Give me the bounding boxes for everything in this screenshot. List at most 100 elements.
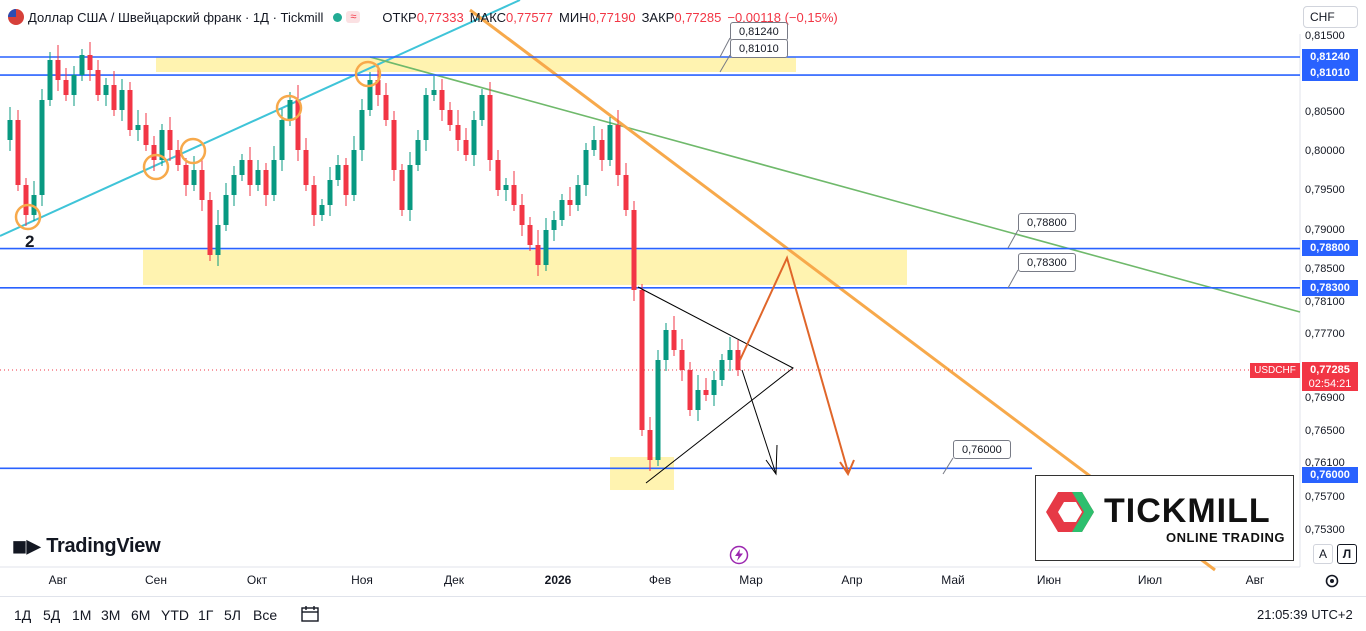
orange-projection [739, 255, 849, 473]
candle-body [295, 100, 301, 150]
price-label: 0,77700 [1305, 328, 1345, 340]
tradingview-wordmark: TradingView [46, 535, 161, 557]
candle-body [439, 90, 445, 110]
candle-body [599, 140, 605, 160]
candle-body [255, 170, 261, 185]
price-label: 0,75700 [1305, 491, 1345, 503]
candle-body [647, 430, 653, 460]
candle-body [287, 100, 293, 120]
candle-body [303, 150, 309, 185]
price-label: 0,75300 [1305, 524, 1345, 536]
time-label: Авг [1245, 573, 1265, 587]
high-label: МАКС [469, 9, 507, 25]
candle-body [47, 60, 53, 100]
candle-body [487, 95, 493, 160]
price-label: 0,80500 [1305, 106, 1345, 118]
candle-body [335, 165, 341, 180]
candle-body [567, 200, 573, 205]
timeframe-5d[interactable]: 5Д [43, 607, 61, 623]
price-label: 0,79000 [1305, 224, 1345, 236]
symbol-legend: Доллар США / Швейцарский франк · 1Д · Ti… [0, 0, 1300, 34]
candle-body [7, 120, 13, 140]
candle-body [143, 125, 149, 145]
candle-body [703, 390, 709, 395]
market-status-badge: ≈ [346, 11, 361, 23]
candle-body [679, 350, 685, 370]
candle-body [263, 170, 269, 195]
price-label: 0,79500 [1305, 184, 1345, 196]
candle-body [671, 330, 677, 350]
date-range-icon[interactable] [300, 605, 320, 623]
level-callout[interactable]: 0,78300 [1018, 253, 1076, 272]
candle-body [375, 80, 381, 95]
callout-connectors [719, 37, 1019, 475]
demand-zone [610, 457, 674, 490]
symbol-tag: USDCHF [1250, 363, 1300, 378]
price-label: 0,78100 [1305, 296, 1345, 308]
candle-body [655, 360, 661, 460]
candle-body [631, 210, 637, 290]
timeframe-ytd[interactable]: YTD [161, 607, 189, 623]
symbol-title[interactable]: Доллар США / Швейцарский франк · 1Д · Ti… [28, 9, 324, 25]
event-lightning-icon[interactable] [729, 545, 749, 565]
candle-body [351, 150, 357, 195]
candle-body [663, 330, 669, 360]
candle-body [503, 185, 509, 190]
timeframe-5y[interactable]: 5Л [224, 607, 241, 623]
candle-body [559, 200, 565, 220]
close-value: 0,77285 [674, 9, 722, 25]
currency-selector[interactable]: CHF [1303, 6, 1358, 28]
level-tag: 0,78300 [1302, 280, 1358, 296]
timeframe-1m[interactable]: 1М [72, 607, 92, 623]
timeframe-all[interactable]: Все [253, 607, 278, 623]
open-label: ОТКР [382, 9, 417, 25]
candle-body [175, 150, 181, 165]
level-callout[interactable]: 0,81010 [730, 39, 788, 58]
candle-body [359, 110, 365, 150]
candle-body [479, 95, 485, 120]
candle-body [471, 120, 477, 155]
price-label: 0,80000 [1305, 145, 1345, 157]
level-callout[interactable]: 0,76000 [953, 440, 1011, 459]
tickmill-subtitle: ONLINE TRADING [1166, 530, 1285, 545]
time-label: Июн [1036, 573, 1062, 587]
timeframe-3m[interactable]: 3М [101, 607, 121, 623]
timeframe-6m[interactable]: 6М [131, 607, 151, 623]
timeframe-1y[interactable]: 1Г [198, 607, 214, 623]
level-tag: 0,76000 [1302, 467, 1358, 483]
log-scale-button[interactable]: Л [1337, 544, 1357, 564]
level-tag: 0,78800 [1302, 240, 1358, 256]
candle-body [319, 205, 325, 215]
low-label: МИН [559, 9, 589, 25]
time-label: Мар [739, 573, 763, 587]
candle-body [119, 90, 125, 110]
candle-body [207, 200, 213, 255]
clock-display[interactable]: 21:05:39 UTC+2 [1257, 607, 1353, 622]
candle-body [391, 120, 397, 170]
pivot-circles [14, 60, 382, 231]
pivot-circle [275, 94, 303, 122]
candle-body [239, 160, 245, 175]
candle-body [399, 170, 405, 210]
candle-body [575, 185, 581, 205]
candle-body [151, 145, 157, 160]
candle-body [247, 160, 253, 185]
candle-body [63, 80, 69, 95]
candle-body [423, 95, 429, 140]
candle-body [735, 350, 741, 370]
candle-body [127, 90, 133, 130]
candle-body [135, 125, 141, 130]
candle-body [615, 125, 621, 175]
candle-body [519, 205, 525, 225]
settings-gear-icon[interactable] [1324, 573, 1340, 589]
black-projection [741, 369, 777, 475]
tradingview-icon: ◼▶ [12, 536, 41, 556]
tradingview-logo[interactable]: ◼▶ TradingView [12, 535, 161, 558]
candle-body [639, 290, 645, 430]
high-value: 0,77577 [506, 9, 554, 25]
candle-body [223, 195, 229, 225]
auto-scale-button[interactable]: A [1313, 544, 1333, 564]
level-callout[interactable]: 0,78800 [1018, 213, 1076, 232]
tickmill-wordmark: TICKMILL [1104, 492, 1271, 530]
timeframe-1d[interactable]: 1Д [14, 607, 32, 623]
